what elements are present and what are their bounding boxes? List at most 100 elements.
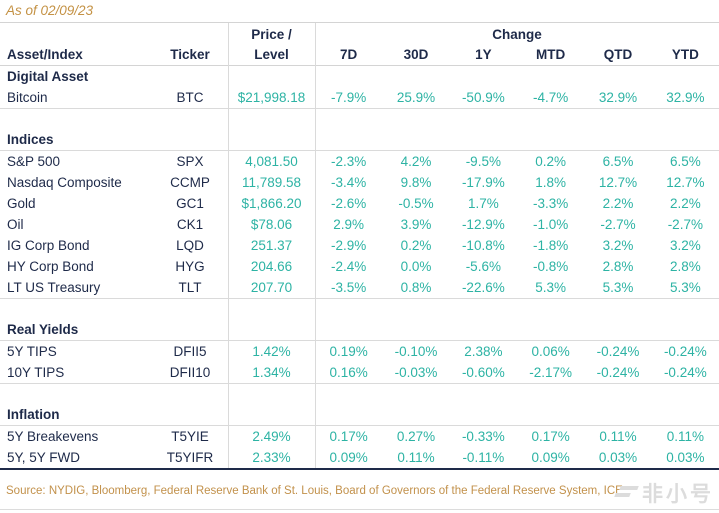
change-30d: 0.0% xyxy=(400,259,432,274)
change-qtd: 2.8% xyxy=(602,259,634,274)
change-mtd: 0.06% xyxy=(531,344,570,359)
asset-row: Gold GC1 $1,866.20 -2.6% -0.5% 1.7% -3.3% 2.2% 2… xyxy=(0,193,719,214)
ticker: GC1 xyxy=(176,196,204,211)
change-col-qtd: QTD xyxy=(603,47,633,62)
price-level: 1.34% xyxy=(252,365,291,380)
change-qtd: 6.5% xyxy=(602,154,634,169)
asset-name: 5Y Breakevens xyxy=(7,429,99,444)
table-footer: Source: NYDIG, Bloomberg, Federal Reserv… xyxy=(0,470,719,510)
change-7d: -3.5% xyxy=(331,280,367,295)
change-mtd: 0.09% xyxy=(531,450,570,465)
change-7d: -2.3% xyxy=(331,154,367,169)
asset-row: 5Y Breakevens T5YIE 2.49% 0.17% 0.27% -0.33% 0… xyxy=(0,426,719,447)
section-label: Digital Asset xyxy=(7,69,89,84)
asset-row: IG Corp Bond LQD 251.37 -2.9% 0.2% -10.8% -1.8… xyxy=(0,235,719,256)
price-level: 2.49% xyxy=(252,429,291,444)
price-level: $78.06 xyxy=(250,217,293,232)
change-mtd: 5.3% xyxy=(535,280,567,295)
source-attribution: Source: NYDIG, Bloomberg, Federal Reserv… xyxy=(6,485,623,497)
change-7d: -7.9% xyxy=(331,90,367,105)
column-divider xyxy=(315,23,316,468)
change-30d: 0.11% xyxy=(397,450,435,465)
change-ytd: -0.24% xyxy=(663,344,707,359)
price-level: $21,998.18 xyxy=(237,90,306,105)
change-ytd: -0.24% xyxy=(663,365,707,380)
price-level: 251.37 xyxy=(250,238,293,253)
change-ytd: 5.3% xyxy=(669,280,701,295)
change-7d: 2.9% xyxy=(333,217,365,232)
column-divider xyxy=(228,23,229,468)
change-1y: -0.33% xyxy=(461,429,505,444)
change-1y: -17.9% xyxy=(461,175,505,190)
change-ytd: 2.8% xyxy=(669,259,701,274)
section-spacer xyxy=(0,384,719,404)
change-mtd: 1.8% xyxy=(535,175,567,190)
price-level: 2.33% xyxy=(252,450,291,465)
asset-row: 10Y TIPS DFII10 1.34% 0.16% -0.03% -0.60% -2.1… xyxy=(0,362,719,384)
ticker: LQD xyxy=(176,238,204,253)
change-1y: -0.11% xyxy=(462,450,505,465)
change-col-mtd: MTD xyxy=(536,47,566,62)
table-body: Digital Asset Bitcoin BTC $21,998.18 -7.9% 25… xyxy=(0,66,719,468)
change-30d: 0.8% xyxy=(400,280,432,295)
asset-row: 5Y TIPS DFII5 1.42% 0.19% -0.10% 2.38% 0.06% -0… xyxy=(0,341,719,362)
change-ytd: 2.2% xyxy=(669,196,701,211)
change-1y: -50.9% xyxy=(461,90,505,105)
section-label: Indices xyxy=(7,132,54,147)
watermark-logo-icon xyxy=(614,485,639,501)
change-ytd: 0.11% xyxy=(666,429,704,444)
change-1y: -22.6% xyxy=(461,280,505,295)
change-7d: -2.4% xyxy=(331,259,367,274)
change-qtd: 32.9% xyxy=(598,90,638,105)
change-qtd: -0.24% xyxy=(596,365,640,380)
price-header-line2: Level xyxy=(254,47,289,62)
asset-name: LT US Treasury xyxy=(7,280,101,295)
ticker: SPX xyxy=(176,154,204,169)
change-qtd: -2.7% xyxy=(600,217,636,232)
change-qtd: 12.7% xyxy=(598,175,638,190)
change-mtd: -1.8% xyxy=(533,238,569,253)
change-mtd: -3.3% xyxy=(533,196,569,211)
change-mtd: -2.17% xyxy=(529,365,573,380)
ticker: DFII10 xyxy=(169,365,211,380)
asset-index-header: Asset/Index xyxy=(7,47,83,62)
change-col-ytd: YTD xyxy=(671,47,699,62)
change-7d: 0.16% xyxy=(329,365,368,380)
change-col-1y: 1Y xyxy=(475,47,492,62)
change-30d: -0.10% xyxy=(394,344,438,359)
ticker: TLT xyxy=(178,280,202,295)
change-7d: 0.17% xyxy=(329,429,368,444)
section-label: Inflation xyxy=(7,407,60,422)
change-30d: 25.9% xyxy=(396,90,436,105)
change-7d: -3.4% xyxy=(331,175,367,190)
change-7d: 0.19% xyxy=(329,344,368,359)
ticker: T5YIE xyxy=(171,429,209,444)
table-header-row-2: Asset/Index Ticker Level 7D 30D 1Y MTD Q… xyxy=(0,44,719,66)
asset-name: IG Corp Bond xyxy=(7,238,90,253)
change-30d: -0.03% xyxy=(394,365,438,380)
table-header-row-1: Price / Change xyxy=(0,23,719,44)
asset-row: 5Y, 5Y FWD T5YIFR 2.33% 0.09% 0.11% -0.11% 0.0… xyxy=(0,447,719,468)
price-header-line1: Price / xyxy=(251,27,292,42)
change-7d: 0.09% xyxy=(329,450,368,465)
change-7d: -2.6% xyxy=(331,196,367,211)
change-ytd: -2.7% xyxy=(667,217,703,232)
asset-row: HY Corp Bond HYG 204.66 -2.4% 0.0% -5.6% -0.8%… xyxy=(0,256,719,277)
price-level: 207.70 xyxy=(250,280,293,295)
asset-name: 5Y, 5Y FWD xyxy=(7,450,81,465)
change-30d: 0.27% xyxy=(396,429,436,444)
change-mtd: 0.2% xyxy=(535,154,567,169)
change-qtd: 5.3% xyxy=(602,280,634,295)
change-col-30d: 30D xyxy=(403,47,429,62)
change-qtd: 2.2% xyxy=(602,196,634,211)
section-header-row: Digital Asset xyxy=(0,66,719,87)
change-30d: 9.8% xyxy=(400,175,432,190)
change-qtd: 0.11% xyxy=(599,429,637,444)
change-1y: -9.5% xyxy=(465,154,501,169)
asset-row: S&P 500 SPX 4,081.50 -2.3% 4.2% -9.5% 0.2% 6.5%… xyxy=(0,151,719,172)
ticker: HYG xyxy=(175,259,205,274)
change-group-header: Change xyxy=(492,27,542,42)
asset-name: Oil xyxy=(7,217,24,232)
change-1y: -12.9% xyxy=(461,217,505,232)
section-spacer xyxy=(0,109,719,129)
